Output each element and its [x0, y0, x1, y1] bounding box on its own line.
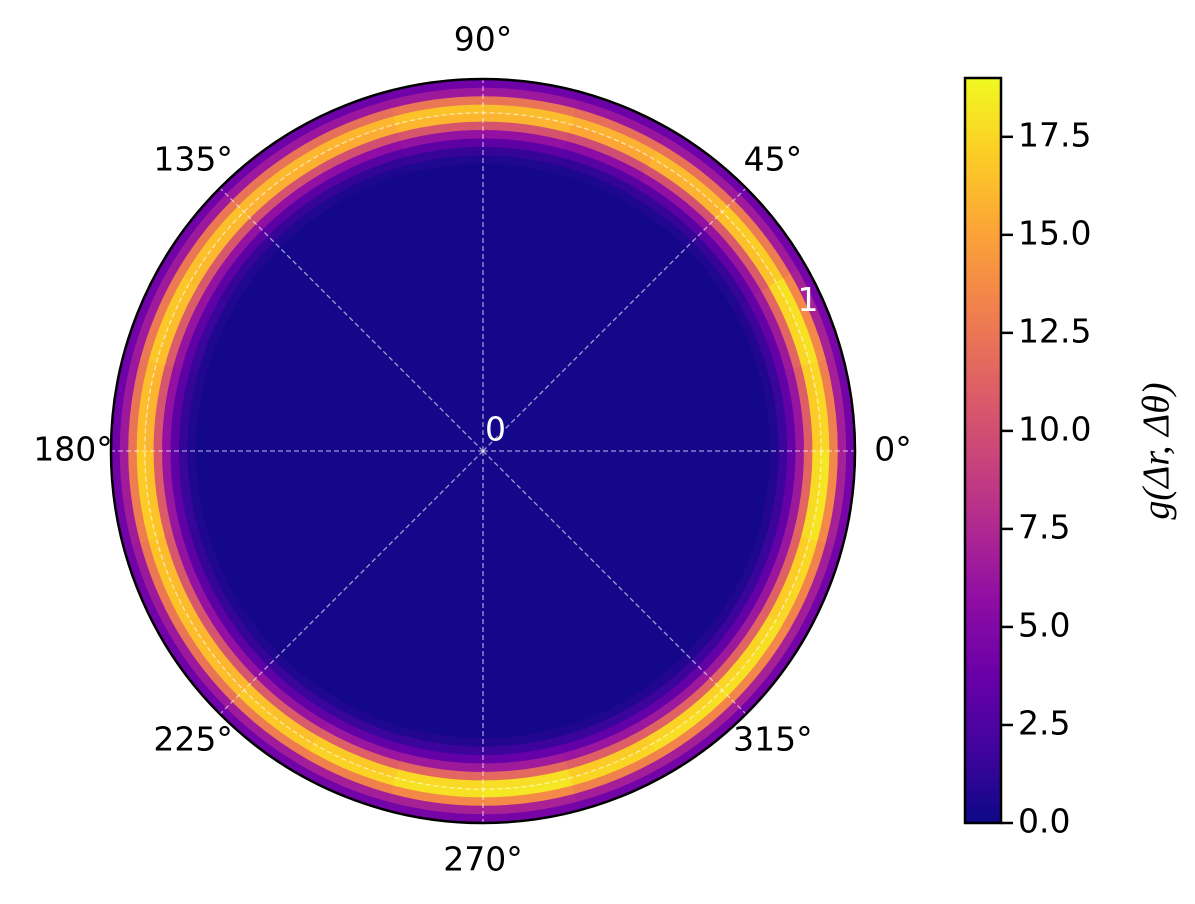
- theta-grid-line: [482, 450, 747, 715]
- theta-tick-label: 315°: [733, 719, 813, 758]
- colorbar-tick-label: 2.5: [1018, 703, 1070, 742]
- theta-tick-label: 180°: [33, 430, 113, 469]
- colorbar-label: g(Δr, Δθ): [1136, 382, 1178, 519]
- theta-tick-label: 0°: [874, 430, 912, 469]
- polar-frame: [109, 77, 857, 825]
- r-tick-label: 1: [797, 280, 818, 319]
- colorbar-tick-label: 15.0: [1018, 213, 1091, 252]
- colorbar-tick-label: 7.5: [1018, 507, 1070, 546]
- heatmap: [110, 78, 856, 824]
- colorbar-tick-label: 10.0: [1018, 409, 1091, 448]
- colorbar-tick-label: 12.5: [1018, 311, 1091, 350]
- theta-grid-line: [219, 187, 484, 452]
- theta-grid-line: [482, 187, 747, 452]
- colorbar-tick-label: 0.0: [1018, 802, 1070, 841]
- colorbar: [963, 76, 1003, 825]
- theta-tick-label: 45°: [744, 140, 803, 179]
- grid: [111, 79, 855, 823]
- r-grid-line: [144, 112, 822, 790]
- theta-tick-label: 135°: [153, 140, 233, 179]
- labels: 0° 45° 90° 135° 180° 225° 270° 315° 0 1: [33, 20, 912, 879]
- colorbar-tick-label: 5.0: [1018, 605, 1070, 644]
- theta-grid-line: [219, 450, 484, 715]
- theta-tick-label: 270°: [443, 840, 523, 879]
- r-tick-label: 0: [485, 410, 506, 449]
- theta-tick-label: 225°: [153, 719, 233, 758]
- colorbar-tick-label: 17.5: [1018, 115, 1091, 154]
- theta-tick-label: 90°: [454, 20, 513, 59]
